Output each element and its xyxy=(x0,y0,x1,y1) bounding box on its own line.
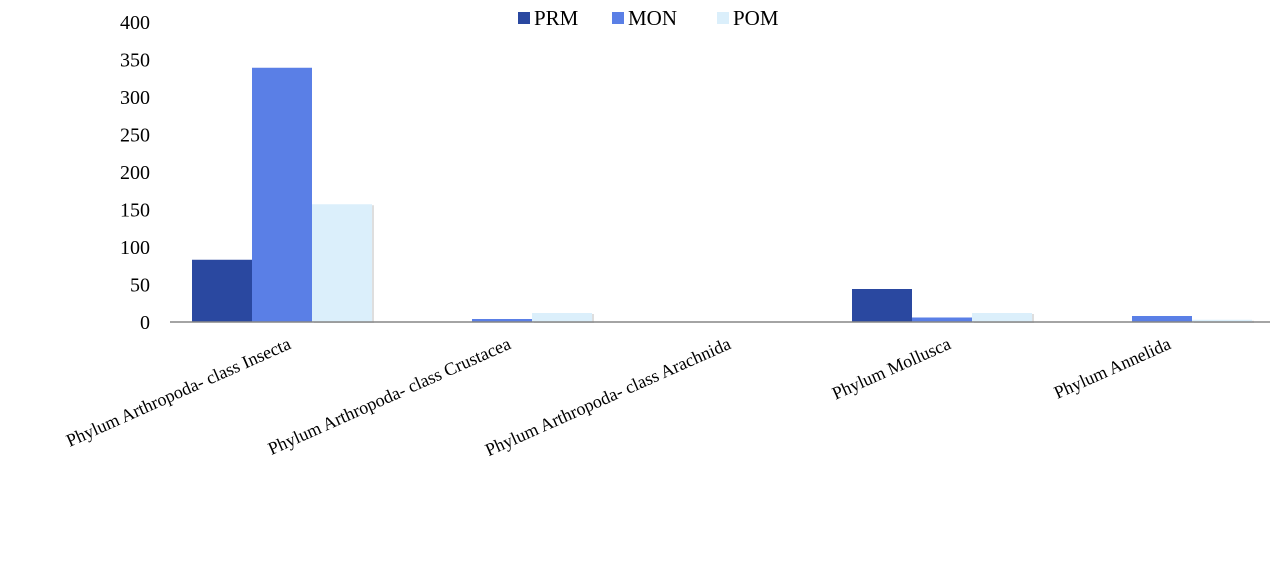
legend-swatch-prm xyxy=(518,12,530,24)
bar-pom-3 xyxy=(972,313,1032,322)
y-tick-label: 0 xyxy=(140,312,150,334)
bars xyxy=(192,67,1254,323)
y-axis: 0 50 100 150 200 250 300 350 400 xyxy=(120,12,150,334)
y-tick-label: 50 xyxy=(130,275,150,297)
y-tick-label: 400 xyxy=(120,12,150,34)
legend-label-mon: MON xyxy=(628,6,677,30)
x-category-label: Phylum Arthropoda- class Arachnida xyxy=(482,333,734,460)
bar-pom-0 xyxy=(312,204,372,322)
y-tick-label: 150 xyxy=(120,200,150,222)
bar-pom-1 xyxy=(532,313,592,322)
x-category-label: Phylum Arthropoda- class Crustacea xyxy=(265,333,514,458)
legend-swatch-mon xyxy=(612,12,624,24)
bar-mon-4 xyxy=(1132,316,1192,322)
x-category-label: Phylum Mollusca xyxy=(829,333,954,403)
bar-mon-0 xyxy=(252,67,312,322)
bar-mon-1 xyxy=(472,319,532,322)
bar-pom-4 xyxy=(1192,319,1252,322)
legend-swatch-pom xyxy=(717,12,729,24)
bar-prm-0 xyxy=(192,259,252,322)
bar-mon-3 xyxy=(912,317,972,322)
x-category-label: Phylum Annelida xyxy=(1051,333,1174,402)
y-tick-label: 350 xyxy=(120,50,150,72)
legend-label-pom: POM xyxy=(733,6,779,30)
legend: PRM MON POM xyxy=(518,6,779,30)
y-tick-label: 200 xyxy=(120,162,150,184)
legend-label-prm: PRM xyxy=(534,6,579,30)
y-tick-label: 100 xyxy=(120,237,150,259)
x-category-label: Phylum Arthropoda- class Insecta xyxy=(63,333,294,450)
bar-prm-3 xyxy=(852,289,912,322)
y-tick-label: 300 xyxy=(120,87,150,109)
y-tick-label: 250 xyxy=(120,125,150,147)
